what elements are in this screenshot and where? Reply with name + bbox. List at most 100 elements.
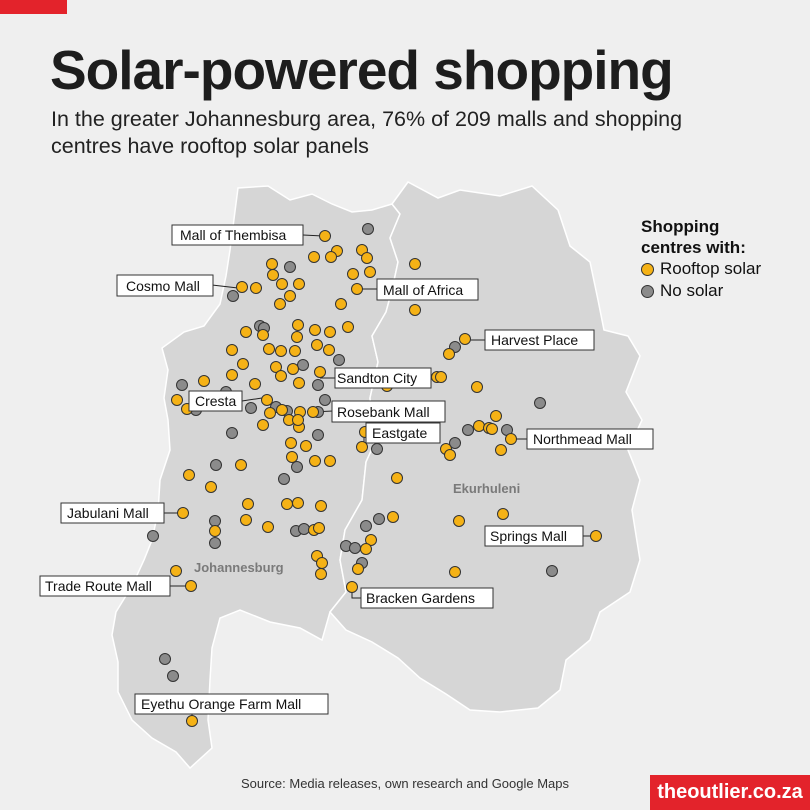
rooftop-solar-marker xyxy=(356,441,368,453)
page-title: Solar-powered shopping xyxy=(50,39,674,101)
rooftop-solar-marker xyxy=(287,363,299,375)
rooftop-solar-marker-icon xyxy=(641,262,654,276)
no-solar-marker xyxy=(373,513,385,525)
rooftop-solar-marker xyxy=(453,515,465,527)
no-solar-marker xyxy=(534,397,546,409)
no-solar-marker xyxy=(209,537,221,549)
rooftop-solar-marker xyxy=(342,321,354,333)
rooftop-solar-marker xyxy=(361,252,373,264)
rooftop-solar-marker xyxy=(300,440,312,452)
rooftop-solar-marker xyxy=(497,508,509,520)
rooftop-solar-marker xyxy=(443,348,455,360)
svg-text:Springs Mall: Springs Mall xyxy=(490,528,567,544)
rooftop-solar-marker xyxy=(324,455,336,467)
rooftop-solar-marker xyxy=(324,326,336,338)
no-solar-marker xyxy=(371,443,383,455)
no-solar-marker xyxy=(167,670,179,682)
source-note: Source: Media releases, own research and… xyxy=(240,776,570,791)
rooftop-solar-marker xyxy=(291,331,303,343)
rooftop-solar-marker xyxy=(409,304,421,316)
svg-text:Sandton City: Sandton City xyxy=(337,370,417,386)
rooftop-solar-marker xyxy=(391,472,403,484)
rooftop-solar-marker xyxy=(313,522,325,534)
no-solar-marker-icon xyxy=(641,284,654,298)
rooftop-solar-marker xyxy=(486,423,498,435)
svg-text:Rosebank Mall: Rosebank Mall xyxy=(337,404,430,420)
svg-text:Jabulani Mall: Jabulani Mall xyxy=(67,505,149,521)
legend-label-no-solar: No solar xyxy=(660,281,724,300)
rooftop-solar-marker xyxy=(177,507,189,519)
no-solar-marker xyxy=(362,223,374,235)
no-solar-marker xyxy=(245,402,257,414)
legend-label-rooftop-solar: Rooftop solar xyxy=(660,259,762,278)
svg-text:Mall of Africa: Mall of Africa xyxy=(383,282,463,298)
label-bracken-gardens: Bracken Gardens xyxy=(360,587,494,609)
no-solar-marker xyxy=(297,359,309,371)
rooftop-solar-marker xyxy=(240,514,252,526)
rooftop-solar-marker xyxy=(264,407,276,419)
rooftop-solar-marker xyxy=(262,521,274,533)
rooftop-solar-marker xyxy=(226,369,238,381)
rooftop-solar-marker xyxy=(364,266,376,278)
rooftop-solar-marker xyxy=(319,230,331,242)
rooftop-solar-marker xyxy=(284,290,296,302)
rooftop-solar-marker xyxy=(490,410,502,422)
label-eyethu-orange-farm-mall: Eyethu Orange Farm Mall xyxy=(134,693,329,715)
rooftop-solar-marker xyxy=(435,371,447,383)
rooftop-solar-marker xyxy=(347,268,359,280)
svg-text:Cosmo Mall: Cosmo Mall xyxy=(126,278,200,294)
rooftop-solar-marker xyxy=(360,543,372,555)
rooftop-solar-marker xyxy=(316,557,328,569)
label-northmead-mall: Northmead Mall xyxy=(526,428,654,450)
rooftop-solar-marker xyxy=(183,469,195,481)
rooftop-solar-marker xyxy=(325,251,337,263)
rooftop-solar-marker xyxy=(205,481,217,493)
brand-logo[interactable]: theoutlier.co.za xyxy=(650,775,810,810)
rooftop-solar-marker xyxy=(276,278,288,290)
no-solar-marker xyxy=(226,427,238,439)
no-solar-marker xyxy=(319,394,331,406)
rooftop-solar-marker xyxy=(351,283,363,295)
page-subtitle: In the greater Johannesburg area, 76% of… xyxy=(51,107,683,158)
svg-text:Bracken Gardens: Bracken Gardens xyxy=(366,590,475,606)
no-solar-marker xyxy=(210,459,222,471)
rooftop-solar-marker xyxy=(257,329,269,341)
rooftop-solar-marker xyxy=(249,378,261,390)
label-rosebank-mall: Rosebank Mall xyxy=(331,400,446,423)
svg-text:Eyethu Orange Farm Mall: Eyethu Orange Farm Mall xyxy=(141,696,301,712)
rooftop-solar-marker xyxy=(274,298,286,310)
label-cresta: Cresta xyxy=(188,390,243,412)
label-jabulani-mall: Jabulani Mall xyxy=(60,502,165,524)
rooftop-solar-marker xyxy=(314,366,326,378)
svg-text:Harvest Place: Harvest Place xyxy=(491,332,578,348)
region-label-johannesburg: Johannesburg xyxy=(194,560,284,575)
rooftop-solar-marker xyxy=(257,419,269,431)
no-solar-marker xyxy=(312,429,324,441)
legend-item-rooftop-solar: Rooftop solar xyxy=(641,258,781,280)
rooftop-solar-marker xyxy=(186,715,198,727)
rooftop-solar-marker xyxy=(293,278,305,290)
no-solar-marker xyxy=(227,290,239,302)
markers xyxy=(147,223,602,727)
rooftop-solar-marker xyxy=(285,437,297,449)
rooftop-solar-marker xyxy=(237,358,249,370)
svg-text:Cresta: Cresta xyxy=(195,393,236,409)
no-solar-marker xyxy=(278,473,290,485)
rooftop-solar-marker xyxy=(590,530,602,542)
rooftop-solar-marker xyxy=(171,394,183,406)
rooftop-solar-marker xyxy=(346,581,358,593)
callout-labels: Mall of Thembisa Cosmo Mall Mall of Afri… xyxy=(39,224,654,715)
no-solar-marker xyxy=(147,530,159,542)
no-solar-marker xyxy=(176,379,188,391)
rooftop-solar-marker xyxy=(444,449,456,461)
rooftop-solar-marker xyxy=(198,375,210,387)
rooftop-solar-marker xyxy=(242,498,254,510)
label-harvest-place: Harvest Place xyxy=(484,329,595,351)
rooftop-solar-marker xyxy=(286,451,298,463)
rooftop-solar-marker xyxy=(473,420,485,432)
legend: Shopping centres with: Rooftop solar No … xyxy=(641,216,781,302)
rooftop-solar-marker xyxy=(365,534,377,546)
rooftop-solar-marker xyxy=(352,563,364,575)
rooftop-solar-marker xyxy=(387,511,399,523)
